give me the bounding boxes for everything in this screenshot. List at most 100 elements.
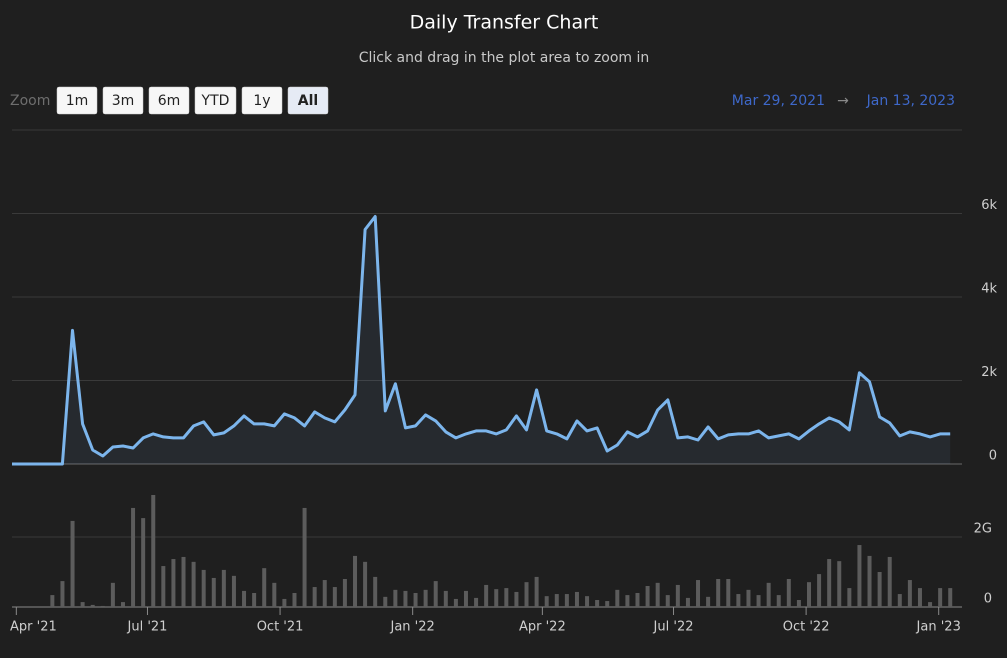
bar bbox=[120, 602, 125, 607]
bar bbox=[494, 589, 499, 607]
zoom-button-label[interactable]: 6m bbox=[158, 93, 181, 109]
zoom-button[interactable] bbox=[287, 86, 329, 115]
bar bbox=[433, 581, 438, 607]
bar bbox=[332, 587, 337, 607]
bar bbox=[413, 593, 418, 607]
bar bbox=[90, 604, 95, 607]
bar bbox=[766, 582, 771, 607]
bar bbox=[322, 580, 327, 607]
bar bbox=[80, 602, 85, 607]
x-tick-label: Apr '21 bbox=[10, 620, 57, 635]
zoom-button[interactable] bbox=[102, 86, 144, 115]
zoom-button[interactable] bbox=[194, 86, 237, 115]
zoom-label: Zoom bbox=[10, 93, 50, 109]
bar bbox=[100, 605, 105, 607]
bar bbox=[554, 594, 559, 607]
bar bbox=[917, 588, 922, 607]
x-tick-label: Apr '22 bbox=[519, 620, 566, 635]
bar bbox=[564, 594, 569, 607]
x-tick-label: Oct '22 bbox=[783, 620, 830, 635]
bar bbox=[383, 596, 388, 607]
bar bbox=[524, 582, 529, 607]
bar bbox=[806, 582, 811, 607]
bar bbox=[897, 594, 902, 607]
zoom-button-label[interactable]: All bbox=[298, 93, 318, 109]
bar bbox=[292, 593, 297, 607]
bar bbox=[242, 590, 247, 607]
bar bbox=[544, 596, 549, 607]
bar bbox=[504, 588, 509, 607]
x-tick-label: Jul '21 bbox=[127, 620, 168, 635]
bar bbox=[302, 507, 307, 607]
x-tick-label: Jul '22 bbox=[653, 620, 694, 635]
y-tick-label: 6k bbox=[981, 198, 997, 213]
bar bbox=[221, 569, 226, 607]
bar bbox=[675, 584, 680, 607]
bar bbox=[706, 596, 711, 607]
bar bbox=[373, 576, 378, 607]
bar bbox=[928, 602, 933, 607]
zoom-button[interactable] bbox=[241, 86, 283, 115]
bar bbox=[696, 580, 701, 607]
x-tick-label: Jan '23 bbox=[916, 620, 961, 635]
bar bbox=[463, 590, 468, 607]
y-tick-label: 4k bbox=[981, 282, 997, 297]
bar bbox=[484, 584, 489, 607]
bar bbox=[867, 555, 872, 607]
bar bbox=[141, 518, 146, 607]
bar bbox=[625, 595, 630, 607]
bar bbox=[817, 574, 822, 607]
bar bbox=[70, 520, 75, 607]
bar bbox=[635, 593, 640, 607]
bar bbox=[645, 586, 650, 607]
zoom-button-label[interactable]: 1y bbox=[253, 93, 270, 109]
bar bbox=[393, 589, 398, 607]
chart-subtitle: Click and drag in the plot area to zoom … bbox=[359, 50, 650, 66]
bar bbox=[181, 556, 186, 607]
bar bbox=[574, 591, 579, 607]
zoom-button-label[interactable]: 3m bbox=[112, 93, 135, 109]
bar bbox=[655, 582, 660, 607]
range-from[interactable]: Mar 29, 2021 bbox=[732, 93, 825, 109]
bar bbox=[786, 579, 791, 607]
bar bbox=[474, 597, 479, 607]
bar bbox=[534, 576, 539, 607]
bar bbox=[282, 598, 287, 607]
bar bbox=[363, 561, 368, 607]
y2-tick-label: 2G bbox=[974, 522, 992, 537]
bar bbox=[827, 559, 832, 607]
bar bbox=[171, 559, 176, 607]
bar bbox=[403, 590, 408, 607]
bar bbox=[131, 507, 136, 607]
bar bbox=[342, 579, 347, 607]
bar bbox=[312, 587, 317, 607]
bar bbox=[776, 595, 781, 607]
bar bbox=[453, 598, 458, 607]
zoom-button[interactable] bbox=[56, 86, 98, 115]
bar bbox=[605, 601, 610, 607]
area bbox=[12, 216, 951, 464]
bar bbox=[877, 572, 882, 607]
line bbox=[12, 215, 951, 466]
bar bbox=[736, 594, 741, 607]
bar bbox=[110, 582, 115, 607]
bar bbox=[615, 589, 620, 607]
bar bbox=[262, 568, 267, 607]
bar bbox=[685, 597, 690, 607]
zoom-button[interactable] bbox=[148, 86, 190, 115]
bar bbox=[353, 555, 358, 607]
bar bbox=[231, 575, 236, 607]
bar bbox=[847, 588, 852, 607]
bar bbox=[443, 590, 448, 607]
bar bbox=[948, 588, 953, 607]
zoom-button-label[interactable]: YTD bbox=[201, 93, 230, 109]
bar bbox=[796, 600, 801, 607]
bar bbox=[857, 545, 862, 607]
y2-tick-label: 0 bbox=[984, 592, 992, 607]
y-tick-label: 0 bbox=[989, 449, 997, 464]
bar bbox=[585, 596, 590, 607]
bar bbox=[726, 579, 731, 607]
range-to[interactable]: Jan 13, 2023 bbox=[866, 93, 955, 109]
zoom-button-label[interactable]: 1m bbox=[66, 93, 89, 109]
range-separator: → bbox=[837, 93, 849, 109]
